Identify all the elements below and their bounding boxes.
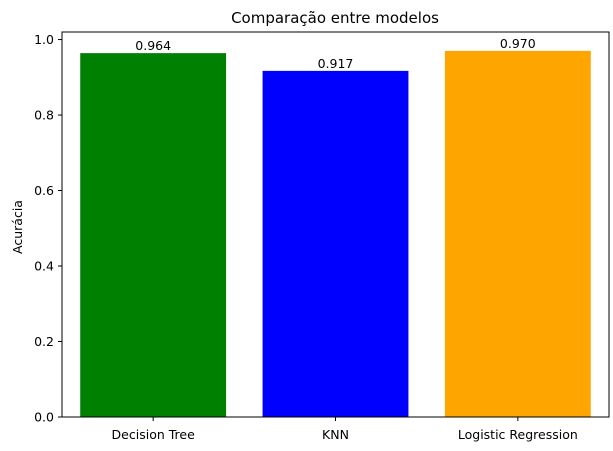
bar-value-label: 0.917 (318, 56, 354, 71)
x-tick-label: Decision Tree (112, 427, 196, 442)
y-tick-label: 1.0 (34, 32, 54, 47)
y-tick-label: 0.8 (34, 108, 54, 123)
plot-area: 0.0 0.2 0.4 0.6 0.8 1.0 0.964 Decision Tree 0.91… (34, 32, 591, 442)
y-tick-label: 0.4 (34, 259, 54, 274)
x-tick-label: KNN (322, 427, 349, 442)
bar-knn (262, 70, 409, 418)
bar-decision-tree (80, 53, 227, 417)
y-tick-label: 0.0 (34, 410, 54, 425)
y-tick-label: 0.2 (34, 334, 54, 349)
plot-frame (61, 31, 610, 418)
y-axis-label: Acurácia (10, 200, 25, 254)
bar-value-label: 0.970 (500, 36, 536, 51)
chart-title: Comparação entre modelos (231, 9, 439, 27)
bar-logistic-regression (444, 50, 591, 417)
bar-value-label: 0.964 (135, 38, 171, 53)
y-tick-label: 0.6 (34, 183, 54, 198)
x-tick-label: Logistic Regression (458, 427, 578, 442)
